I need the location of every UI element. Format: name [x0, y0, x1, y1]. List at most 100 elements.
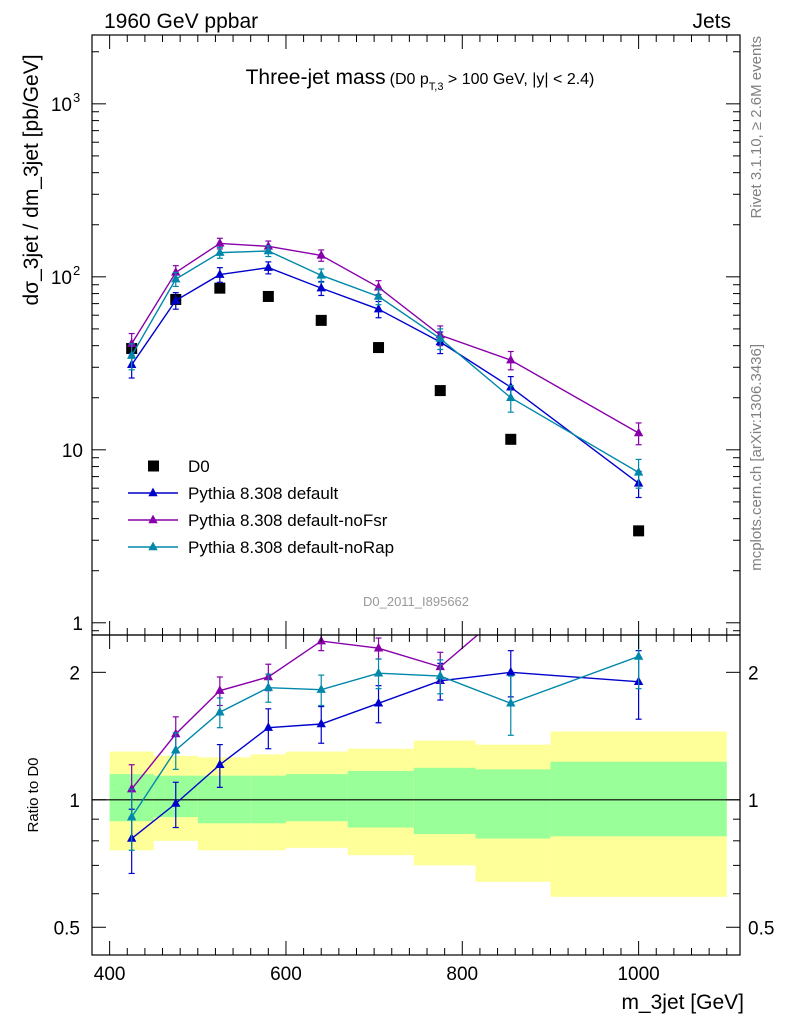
marker-noFsr [126, 338, 137, 348]
ratio-y-tick-label: 2 [69, 663, 80, 684]
marker-default [373, 303, 384, 313]
ratio-marker-default [316, 718, 326, 728]
header-left: 1960 GeV ppbar [104, 10, 258, 33]
marker-noFsr [215, 238, 225, 247]
title-sub-pre: (D0 p [390, 71, 429, 88]
ratio-marker-noFsr [215, 685, 225, 694]
ratio-y-tick-label-right: 2 [748, 663, 759, 684]
main-y-axis-label: dσ_3jet / dm_3jet [pb/GeV] [20, 54, 43, 305]
band-inner-8 [550, 761, 727, 837]
data-point-d0 [633, 525, 645, 537]
marker-noRap [435, 333, 445, 342]
legend-label-default: Pythia 8.308 default [188, 484, 339, 503]
data-point-d0 [373, 342, 385, 354]
rivet-label: Rivet 3.1.10, ≥ 2.6M events [748, 36, 765, 219]
legend: D0 Pythia 8.308 default Pythia 8.308 defau… [128, 457, 394, 557]
marker-default [316, 282, 326, 292]
ratio-y-tick-label: 1 [69, 791, 80, 812]
marker-noRap [373, 291, 384, 300]
ratio-marker-noRap [435, 670, 445, 680]
marker-noRap [506, 392, 516, 401]
ratio-marker-default [263, 722, 274, 731]
ratio-marker-noRap [633, 651, 644, 660]
ratio-frame [91, 634, 741, 956]
marker-noRap [215, 247, 225, 256]
watermark: D0_2011_I895662 [363, 594, 469, 609]
legend-marker-noFsr [148, 514, 158, 524]
main-y-tick-exponent: 3 [73, 90, 80, 105]
ratio-marker-noRap [373, 667, 384, 677]
marker-noRap [263, 245, 274, 255]
series-line-noFsr [131, 242, 639, 434]
x-tick-label: 600 [270, 964, 302, 985]
marker-noRap [633, 467, 644, 476]
title-main: Three-jet mass [246, 66, 386, 89]
series-line-default [131, 266, 640, 484]
main-y-tick-exponent: 2 [73, 263, 80, 278]
ratio-marker-noFsr [126, 783, 137, 793]
main-y-tick-label: 10 [62, 441, 83, 462]
data-point-d0 [434, 385, 446, 397]
ratio-marker-default [171, 798, 181, 807]
ratio-y-axis-label: Ratio to D0 [25, 757, 42, 832]
data-point-d0 [214, 282, 226, 294]
ratio-uncertainty-bands [109, 731, 727, 897]
ratio-marker-default [373, 697, 384, 707]
marker-noRap [126, 350, 137, 359]
legend-marker-noRap [148, 541, 158, 551]
main-y-tick-label: 10 [51, 95, 72, 116]
legend-marker-default [148, 487, 158, 497]
ratio-marker-noRap [263, 682, 274, 691]
ratio-marker-noRap [506, 697, 516, 707]
series-line-noRap [131, 250, 639, 474]
band-inner-4 [285, 774, 348, 822]
marker-noFsr [506, 354, 516, 364]
title-sub-subscript: T,3 [429, 81, 444, 93]
band-inner-6 [413, 767, 476, 835]
data-point-d0 [505, 433, 517, 445]
marker-noFsr [171, 267, 181, 276]
ratio-y-tick-label-right: 1 [748, 791, 759, 812]
marker-noFsr [633, 427, 644, 437]
marker-noFsr [316, 249, 326, 259]
ratio-marker-noRap [126, 811, 137, 821]
ratio-line-noFsr [131, 635, 479, 790]
ratio-marker-default [215, 759, 225, 768]
ratio-y-tick-label-right: 0.5 [748, 918, 774, 939]
header-right: Jets [692, 10, 731, 33]
marker-default [263, 262, 274, 271]
main-y-tick-label: 10 [51, 268, 72, 289]
band-inner-7 [475, 769, 551, 839]
main-panel [126, 237, 645, 537]
data-point-d0 [262, 290, 274, 302]
mcplots-label: mcplots.cern.ch [arXiv:1306.3436] [748, 344, 765, 571]
marker-default [215, 269, 225, 278]
x-tick-label: 400 [94, 964, 126, 985]
legend-label-noFsr: Pythia 8.308 default-noFsr [188, 511, 388, 530]
ratio-y-tick-label: 0.5 [54, 918, 80, 939]
x-tick-label: 800 [446, 964, 478, 985]
ratio-marker-noFsr [506, 601, 515, 610]
marker-default [171, 295, 181, 304]
legend-label-noRap: Pythia 8.308 default-noRap [188, 538, 394, 557]
ratio-marker-noRap [215, 706, 225, 716]
data-point-d0 [315, 314, 327, 326]
legend-marker-d0 [148, 460, 159, 472]
marker-noFsr [373, 281, 384, 291]
marker-noRap [171, 273, 181, 283]
main-title: Three-jet mass (D0 pT,3 > 100 GeV, |y| < … [246, 66, 595, 93]
ratio-marker-default [506, 666, 516, 676]
x-tick-label: 1000 [617, 964, 659, 985]
marker-noRap [316, 269, 326, 279]
ratio-panel [92, 601, 740, 875]
ratio-marker-noRap [316, 684, 326, 693]
legend-label-data: D0 [188, 457, 210, 476]
svg-text:Three-jet mass(D0 pT,3 > 100 G: Three-jet mass (D0 pT,3 > 100 GeV, |y| < … [246, 66, 595, 93]
ratio-marker-noRap [171, 744, 181, 754]
main-y-tick-label: 1 [72, 614, 83, 635]
x-axis-label: m_3jet [GeV] [621, 991, 744, 1014]
title-sub-post: > 100 GeV, |y| < 2.4) [443, 71, 594, 88]
ratio-marker-noFsr [373, 642, 384, 652]
